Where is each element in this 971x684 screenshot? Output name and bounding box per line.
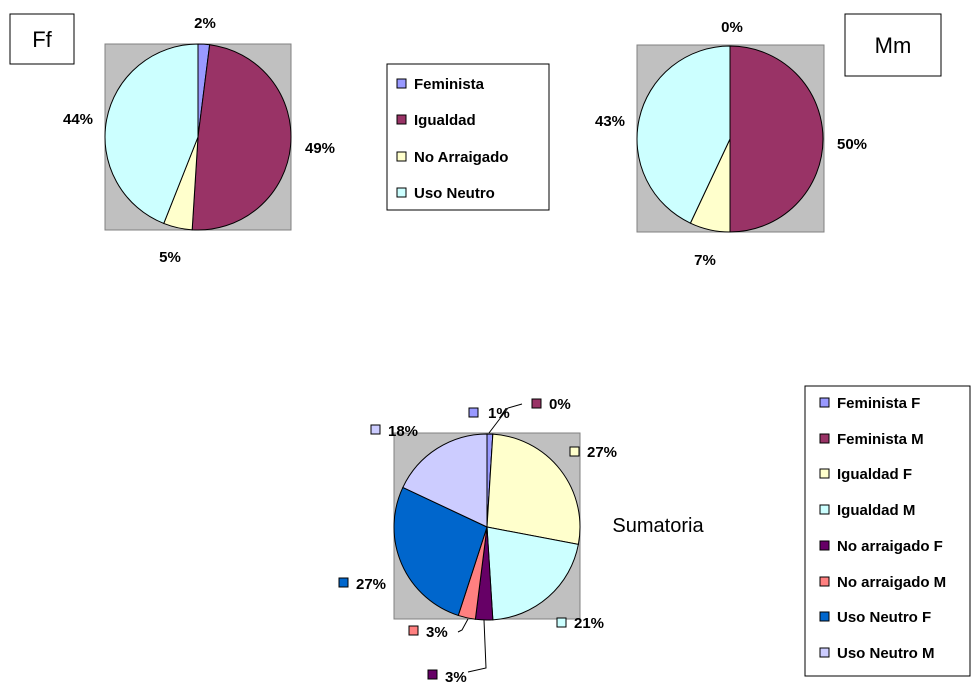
sumatoria-slice-uso-neutro-m [402, 433, 488, 528]
leader-line-no-arraigado-f [467, 619, 487, 673]
data-label-mm-no-arraigado: 7% [694, 252, 716, 269]
legend-sumatoria: Feminista F Feminista M Igualdad F Igual… [804, 385, 971, 677]
chart-title-mm: Mm [875, 33, 912, 58]
data-label-no-arraigado-m: 3% [426, 624, 448, 641]
legend-label-feminista-m: Feminista M [837, 431, 924, 448]
legend-label-igualdad: Igualdad [414, 112, 476, 129]
pie-chart-mm: Mm 0% 50% 7% 43% [595, 13, 942, 269]
data-label-ff-feminista: 2% [194, 15, 216, 32]
legend-label-uso-neutro: Uso Neutro [414, 185, 495, 202]
data-label-mm-feminista: 0% [721, 19, 743, 36]
label-swatch-no-arraigado-m [408, 625, 419, 636]
data-label-igualdad-m: 21% [574, 615, 604, 632]
legend-ff: Feminista Igualdad No Arraigado Uso Neut… [386, 63, 550, 211]
legend-swatch-no-arraigado-f [819, 540, 830, 551]
legend-label-no-arraigado-m: No arraigado M [837, 574, 946, 591]
data-label-ff-igualdad: 49% [305, 140, 335, 157]
sumatoria-slice-igualdad-m [486, 526, 579, 621]
ff-slice-uso-neutro [104, 43, 199, 225]
label-swatch-uso-neutro-m [370, 424, 381, 435]
label-swatch-no-arraigado-f [427, 669, 438, 680]
legend-label-uso-neutro-m: Uso Neutro M [837, 645, 935, 662]
legend-box-sumatoria [804, 385, 971, 677]
mm-slice-igualdad [729, 45, 824, 233]
legend-label-feminista: Feminista [414, 76, 485, 93]
legend-swatch-uso-neutro-m [819, 647, 830, 658]
legend-swatch-igualdad-m [819, 504, 830, 515]
pie-sumatoria-slices [393, 433, 581, 621]
leader-line-feminista-m [488, 403, 523, 434]
legend-label-igualdad-m: Igualdad M [837, 502, 915, 519]
data-label-mm-igualdad: 50% [837, 136, 867, 153]
sumatoria-slice-igualdad-f [486, 433, 581, 546]
data-label-uso-neutro-f: 27% [356, 576, 386, 593]
data-label-feminista-f: 1% [488, 405, 510, 422]
mm-slice-uso-neutro [636, 45, 731, 224]
label-swatch-feminista-m [531, 398, 542, 409]
ff-slice-igualdad [191, 44, 292, 231]
data-label-igualdad-f: 27% [587, 444, 617, 461]
chart-title-sumatoria: Sumatoria [612, 515, 704, 537]
legend-swatch-igualdad-f [819, 468, 830, 479]
legend-swatch-no-arraigado [396, 151, 407, 162]
legend-box-ff [386, 63, 550, 211]
legend-swatch-uso-neutro [396, 187, 407, 198]
leader-line-no-arraigado-m [457, 618, 469, 633]
pie-ff-slices [104, 43, 292, 231]
legend-swatch-feminista-m [819, 433, 830, 444]
legend-label-uso-neutro-f: Uso Neutro F [837, 609, 931, 626]
label-swatch-igualdad-m [556, 617, 567, 628]
pie-mm-slices [636, 45, 824, 233]
data-label-ff-no-arraigado: 5% [159, 249, 181, 266]
chart-title-ff: Ff [32, 27, 52, 52]
title-box-ff [9, 13, 75, 65]
legend-label-no-arraigado: No Arraigado [414, 149, 508, 166]
legend-swatch-no-arraigado-m [819, 576, 830, 587]
label-swatch-igualdad-f [569, 446, 580, 457]
pie-chart-sumatoria: Sumatoria 1% 0% 27% 21% 3% 3% 27% 18% [338, 396, 704, 684]
legend-swatch-uso-neutro-f [819, 611, 830, 622]
legend-label-no-arraigado-f: No arraigado F [837, 538, 943, 555]
sumatoria-slice-uso-neutro-f [393, 486, 488, 617]
data-label-ff-uso-neutro: 44% [63, 111, 93, 128]
legend-swatch-feminista-f [819, 397, 830, 408]
legend-label-igualdad-f: Igualdad F [837, 466, 912, 483]
data-label-no-arraigado-f: 3% [445, 669, 467, 684]
title-box-mm [844, 13, 942, 77]
data-label-feminista-m: 0% [549, 396, 571, 413]
pie-chart-ff: Ff 2% 49% 5% 44% [9, 13, 335, 266]
label-swatch-feminista-f [468, 407, 479, 418]
label-swatch-uso-neutro-f [338, 577, 349, 588]
data-label-uso-neutro-m: 18% [388, 423, 418, 440]
legend-label-feminista-f: Feminista F [837, 395, 920, 412]
legend-swatch-feminista [396, 78, 407, 89]
legend-swatch-igualdad [396, 114, 407, 125]
data-label-mm-uso-neutro: 43% [595, 113, 625, 130]
